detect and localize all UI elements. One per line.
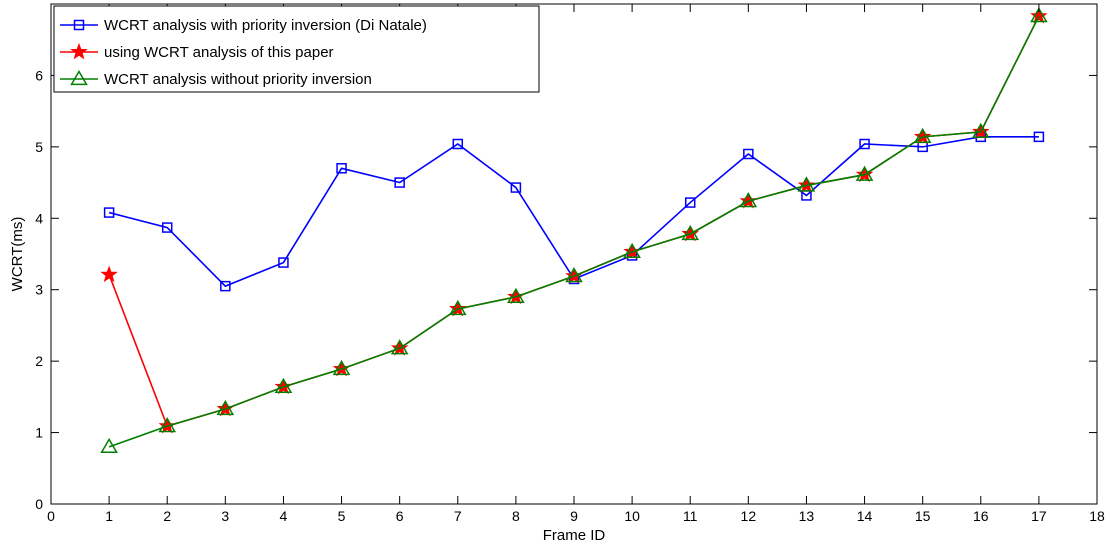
x-tick-label: 2	[163, 508, 171, 524]
legend-box	[53, 5, 540, 93]
data-point	[681, 225, 700, 241]
legend-label: WCRT analysis without priority inversion	[104, 71, 372, 88]
data-point	[394, 177, 405, 188]
y-tick-label: 4	[35, 210, 43, 226]
legend-marker	[70, 42, 88, 60]
data-point	[510, 182, 522, 193]
data-point	[452, 138, 464, 150]
data-point	[103, 207, 115, 218]
data-point	[390, 339, 409, 355]
x-tick-label: 15	[915, 508, 931, 524]
legend-label: using WCRT analysis of this paper	[104, 44, 334, 61]
x-tick-label: 11	[683, 508, 698, 524]
x-tick-label: 14	[857, 508, 873, 524]
plot-area-frame	[50, 3, 1098, 505]
series-layer	[100, 6, 1048, 454]
x-tick-label: 12	[741, 508, 757, 524]
x-tick-label: 4	[280, 508, 288, 524]
data-point	[216, 400, 235, 416]
data-point	[1033, 131, 1045, 143]
data-point	[448, 300, 467, 316]
x-tick-label: 5	[338, 508, 346, 524]
x-tick-label: 13	[799, 508, 815, 524]
data-point	[274, 377, 293, 394]
data-point	[684, 197, 696, 208]
x-tick-label: 18	[1089, 508, 1105, 524]
data-point	[161, 222, 173, 233]
x-tick-label: 1	[105, 508, 113, 524]
data-point	[797, 176, 816, 192]
data-point	[336, 163, 347, 174]
data-point	[507, 287, 525, 304]
x-tick-label: 9	[570, 508, 578, 524]
data-point	[913, 127, 932, 144]
series-3	[100, 7, 1048, 454]
legend: WCRT analysis with priority inversion (D…	[53, 5, 540, 93]
data-point	[1030, 6, 1048, 24]
x-tick-label: 0	[47, 508, 55, 524]
y-axis-title: WCRT(ms)	[9, 217, 26, 292]
y-tick-label: 2	[35, 353, 43, 369]
data-point	[158, 417, 177, 433]
legend-marker	[70, 70, 88, 86]
x-tick-label: 3	[221, 508, 229, 524]
data-point	[332, 360, 351, 376]
data-point	[971, 122, 990, 139]
data-point	[743, 148, 754, 160]
series-1	[103, 131, 1045, 292]
y-tick-label: 3	[35, 282, 43, 298]
y-tick-label: 6	[35, 67, 43, 83]
legend-item: WCRT analysis with priority inversion (D…	[60, 17, 427, 34]
x-tick-label: 16	[973, 508, 989, 524]
legend-label: WCRT analysis with priority inversion (D…	[104, 17, 427, 34]
y-tick-label: 0	[35, 496, 43, 512]
x-tick-label: 10	[624, 508, 640, 524]
data-point	[565, 267, 583, 283]
legend-marker	[73, 19, 85, 31]
data-point	[100, 437, 118, 454]
data-point	[855, 165, 874, 181]
x-axis-title: Frame ID	[543, 527, 606, 544]
data-point	[739, 192, 758, 208]
legend-item: WCRT analysis without priority inversion	[60, 70, 372, 88]
legend-item: using WCRT analysis of this paper	[60, 42, 334, 61]
x-tick-label: 6	[396, 508, 404, 524]
series-line	[108, 136, 1039, 288]
data-point	[220, 280, 231, 292]
data-point	[278, 257, 289, 268]
data-point	[623, 242, 641, 259]
x-tick-label: 17	[1031, 508, 1047, 524]
data-point	[859, 138, 870, 150]
y-tick-label: 5	[35, 139, 43, 155]
data-point	[1030, 7, 1048, 23]
x-tick-label: 7	[454, 508, 462, 524]
y-tick-label: 1	[35, 425, 43, 441]
data-point	[100, 265, 118, 283]
series-line	[108, 15, 1040, 448]
x-tick-label: 8	[512, 508, 520, 524]
